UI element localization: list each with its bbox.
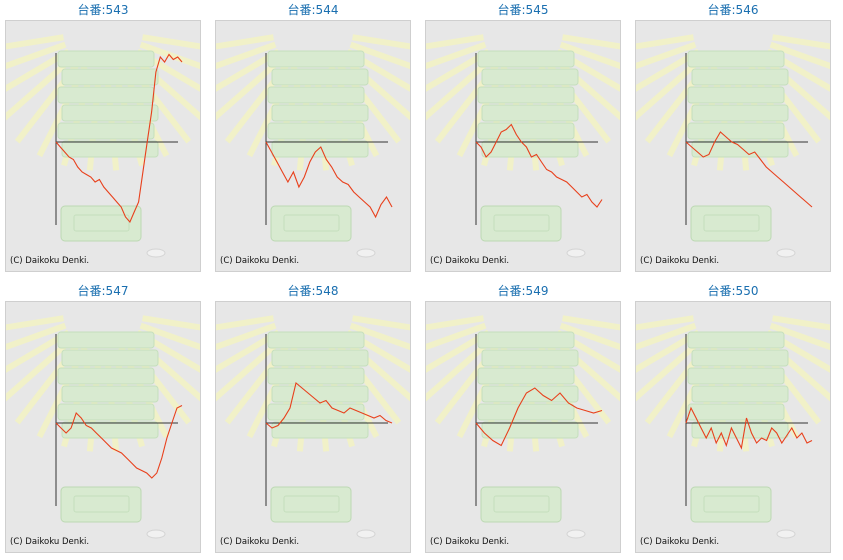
machine-card: 台番:548 (C) Daikoku Denki. — [215, 281, 411, 553]
machine-number-link[interactable]: 台番:549 — [497, 284, 549, 298]
slump-graph[interactable]: (C) Daikoku Denki. — [5, 301, 201, 553]
slump-line — [265, 382, 393, 429]
slump-graph[interactable]: (C) Daikoku Denki. — [5, 20, 201, 272]
machine-number-link[interactable]: 台番:550 — [707, 284, 759, 298]
graph-svg — [6, 315, 200, 539]
graph-svg — [426, 315, 620, 539]
machine-card: 台番:547 (C) Daikoku Denki. — [5, 281, 201, 553]
machine-number-link[interactable]: 台番:545 — [497, 3, 549, 17]
graph-svg — [216, 315, 410, 539]
slump-line — [265, 141, 393, 219]
machine-card: 台番:549 (C) Daikoku Denki. — [425, 281, 621, 553]
copyright-text: (C) Daikoku Denki. — [10, 537, 90, 547]
machine-card: 台番:550 (C) Daikoku Denki. — [635, 281, 831, 553]
copyright-text: (C) Daikoku Denki. — [640, 256, 720, 266]
machine-illustration — [687, 331, 796, 539]
machine-number-link[interactable]: 台番:546 — [707, 3, 759, 17]
machine-illustration — [267, 331, 376, 539]
machine-card: 台番:544 (C) Daikoku Denki. — [215, 0, 411, 272]
graph-svg — [216, 34, 410, 258]
graph-svg — [6, 34, 200, 258]
graph-svg — [636, 315, 830, 539]
slump-line — [475, 123, 603, 208]
copyright-text: (C) Daikoku Denki. — [220, 256, 300, 266]
slump-graph[interactable]: (C) Daikoku Denki. — [635, 301, 831, 553]
slump-line — [55, 53, 183, 224]
machine-card: 台番:546 (C) Daikoku Denki. — [635, 0, 831, 272]
machine-number-link[interactable]: 台番:548 — [287, 284, 339, 298]
graph-svg — [426, 34, 620, 258]
machine-illustration — [687, 50, 796, 258]
slump-line — [685, 406, 813, 450]
copyright-text: (C) Daikoku Denki. — [10, 256, 90, 266]
graph-svg — [636, 34, 830, 258]
copyright-text: (C) Daikoku Denki. — [430, 256, 510, 266]
slump-line — [685, 131, 813, 208]
slump-graph[interactable]: (C) Daikoku Denki. — [635, 20, 831, 272]
machine-card: 台番:543 (C) Daikoku Denki. — [5, 0, 201, 272]
slump-line — [475, 387, 603, 447]
machine-number-link[interactable]: 台番:547 — [77, 284, 129, 298]
copyright-text: (C) Daikoku Denki. — [430, 537, 510, 547]
slump-graph[interactable]: (C) Daikoku Denki. — [215, 20, 411, 272]
slump-graph[interactable]: (C) Daikoku Denki. — [425, 20, 621, 272]
copyright-text: (C) Daikoku Denki. — [220, 537, 300, 547]
slump-graph[interactable]: (C) Daikoku Denki. — [425, 301, 621, 553]
machine-illustration — [57, 331, 166, 539]
machine-illustration — [477, 331, 586, 539]
slump-line — [55, 405, 183, 479]
machine-illustration — [57, 50, 166, 258]
machine-number-link[interactable]: 台番:543 — [77, 3, 129, 17]
slump-graph[interactable]: (C) Daikoku Denki. — [215, 301, 411, 553]
machine-illustration — [477, 50, 586, 258]
machine-illustration — [267, 50, 376, 258]
machine-card: 台番:545 (C) Daikoku Denki. — [425, 0, 621, 272]
machine-number-link[interactable]: 台番:544 — [287, 3, 339, 17]
copyright-text: (C) Daikoku Denki. — [640, 537, 720, 547]
